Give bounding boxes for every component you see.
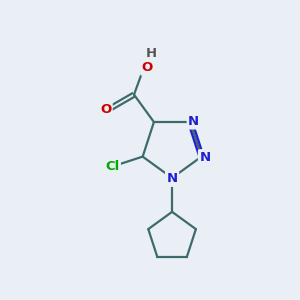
Text: H: H [145,47,156,60]
Text: N: N [200,151,211,164]
Text: N: N [167,172,178,185]
Text: O: O [100,103,111,116]
Text: Cl: Cl [105,160,119,172]
Text: N: N [188,115,200,128]
Text: O: O [142,61,153,74]
